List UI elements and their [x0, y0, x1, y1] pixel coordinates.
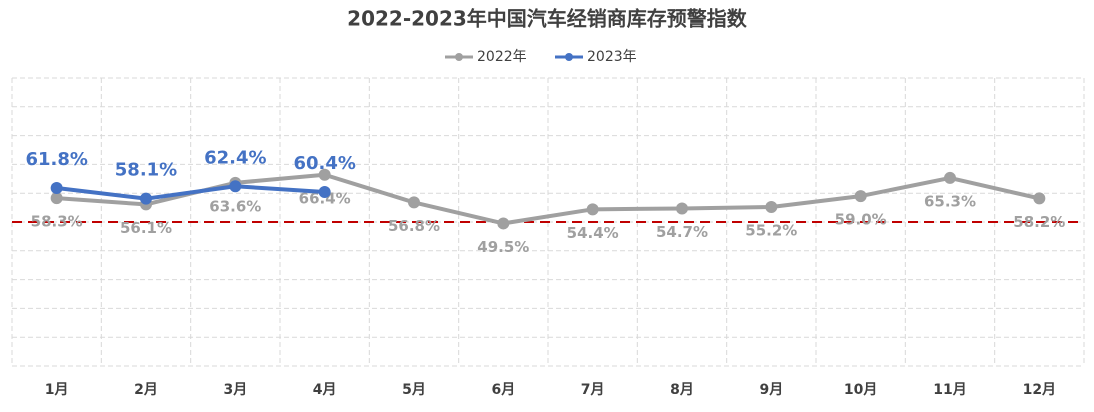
- x-tick-label: 9月: [759, 382, 783, 398]
- data-point: [50, 182, 63, 195]
- x-tick-label: 12月: [1023, 382, 1056, 398]
- x-tick-label: 2月: [134, 382, 158, 398]
- legend-label: 2022年: [477, 49, 527, 65]
- x-tick-label: 6月: [491, 382, 515, 398]
- data-label: 49.5%: [477, 238, 529, 256]
- data-label: 55.2%: [745, 222, 797, 240]
- data-point: [50, 192, 63, 205]
- data-label: 65.3%: [924, 192, 976, 210]
- x-tick-label: 8月: [670, 382, 694, 398]
- x-tick-label: 4月: [313, 382, 337, 398]
- data-label: 54.4%: [567, 224, 619, 242]
- data-point: [229, 180, 242, 193]
- chart-title: 2022-2023年中国汽车经销商库存预警指数: [347, 7, 748, 31]
- data-label: 58.2%: [1013, 213, 1065, 231]
- data-point: [676, 202, 688, 215]
- data-point: [944, 171, 956, 184]
- data-label: 56.8%: [388, 217, 440, 235]
- data-label: 54.7%: [656, 223, 708, 241]
- data-label: 56.1%: [120, 219, 172, 237]
- data-point: [586, 203, 599, 216]
- data-label: 63.6%: [209, 197, 261, 215]
- data-label: 61.8%: [25, 149, 87, 170]
- data-label: 58.1%: [115, 160, 177, 181]
- data-point: [318, 186, 331, 199]
- data-point: [408, 196, 420, 209]
- data-label: 59.0%: [835, 211, 887, 229]
- data-label: 62.4%: [204, 147, 266, 168]
- data-point: [318, 168, 331, 181]
- series-line: [56, 184, 325, 201]
- x-tick-label: 3月: [223, 382, 247, 398]
- x-tick-label: 11月: [933, 382, 966, 398]
- x-tick-label: 5月: [402, 382, 426, 398]
- data-point: [497, 217, 510, 230]
- legend-marker: [565, 53, 573, 61]
- legend-label: 2023年: [587, 49, 637, 65]
- x-tick-label: 10月: [844, 382, 877, 398]
- data-label: 66.4%: [299, 189, 351, 207]
- data-label: 58.3%: [31, 213, 83, 231]
- legend-marker: [455, 53, 463, 61]
- x-tick-label: 7月: [581, 382, 605, 398]
- data-point: [854, 190, 867, 203]
- x-tick-label: 1月: [45, 382, 69, 398]
- data-point: [765, 201, 778, 214]
- data-point: [1033, 192, 1046, 205]
- data-label: 60.4%: [293, 153, 355, 174]
- data-point: [140, 192, 152, 205]
